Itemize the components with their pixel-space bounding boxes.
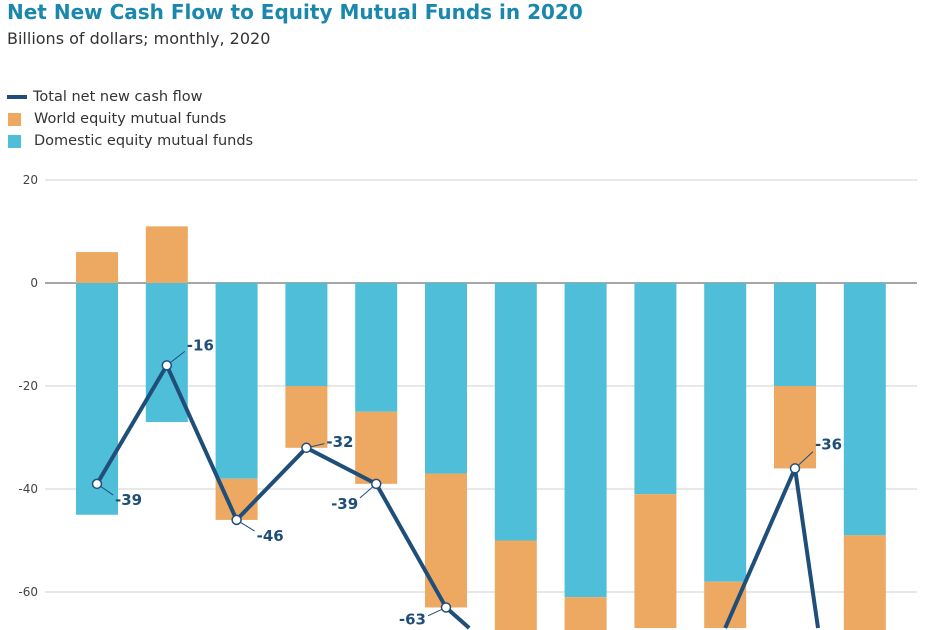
bar-world-Apr (285, 386, 328, 448)
point-total-Nov (789, 463, 801, 474)
bar-domestic-Jun (425, 283, 467, 474)
bar-world-May (355, 411, 398, 484)
point-total-Feb (161, 360, 173, 371)
bar-world-Jan (76, 252, 118, 283)
legend-line-swatch (7, 95, 27, 99)
bar-domestic-Oct (704, 283, 747, 582)
point-total-May (370, 478, 382, 490)
y-tick-label: 20 (23, 173, 38, 187)
bar-domestic-Sep (634, 283, 677, 495)
y-tick-label: 0 (30, 276, 38, 290)
data-label: -16 (187, 336, 214, 354)
bar-domestic-Jan (76, 283, 118, 515)
bar-world-Feb (145, 226, 188, 283)
legend-item-domestic: Domestic equity mutual funds (8, 130, 253, 152)
legend-item-world: World equity mutual funds (8, 108, 253, 130)
legend-item-total: Total net new cash flow (7, 86, 253, 108)
bar-world-Nov (774, 386, 816, 469)
y-tick-label: -60 (18, 585, 38, 599)
bar-world-Oct (704, 581, 747, 629)
bar-domestic-Dec (843, 283, 886, 536)
bar-domestic-Jul (494, 283, 537, 541)
data-label: -32 (326, 433, 353, 451)
legend-label: Total net new cash flow (33, 89, 203, 105)
bar-world-Sep (634, 494, 677, 629)
bar-world-Dec (843, 535, 886, 630)
legend-label: World equity mutual funds (34, 111, 227, 127)
point-total-Jun (440, 602, 452, 613)
chart-subtitle: Billions of dollars; monthly, 2020 (7, 29, 271, 48)
bar-world-Jul (494, 540, 537, 630)
y-tick-label: -40 (18, 482, 38, 496)
data-label: -36 (815, 435, 842, 453)
data-label: -39 (115, 491, 142, 509)
point-total-Mar (231, 514, 242, 526)
legend: Total net new cash flow World equity mut… (7, 86, 253, 152)
line-total (95, 364, 820, 630)
bar-domestic-Mar (215, 283, 258, 479)
legend-swatch (8, 134, 21, 148)
bar-domestic-Nov (774, 283, 816, 386)
data-label: -46 (257, 527, 284, 545)
point-total-Jan (91, 478, 103, 490)
chart-title: Net New Cash Flow to Equity Mutual Funds… (7, 0, 583, 24)
data-label: -63 (399, 610, 426, 628)
point-total-Apr (301, 442, 312, 454)
bar-domestic-May (355, 283, 398, 412)
data-label: -39 (331, 495, 358, 513)
bar-domestic-Aug (564, 283, 607, 598)
legend-swatch (8, 112, 21, 126)
y-tick-label: -20 (18, 379, 38, 393)
legend-label: Domestic equity mutual funds (34, 133, 254, 149)
bar-world-Jun (425, 473, 467, 608)
bar-domestic-Apr (285, 283, 328, 386)
bar-world-Aug (564, 597, 607, 630)
